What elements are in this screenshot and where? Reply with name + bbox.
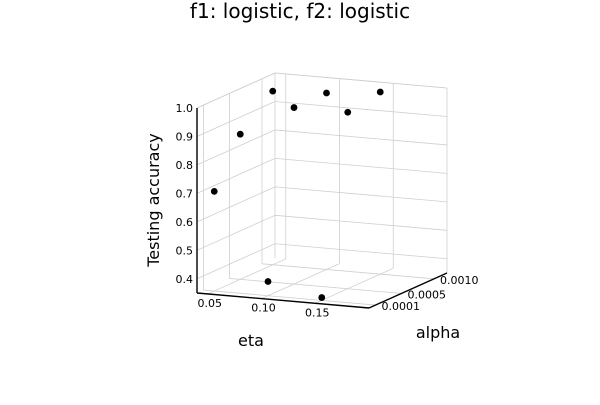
scatter-point [376,88,384,96]
scatter-point [210,188,218,195]
scatter-point [269,87,277,95]
z-tick-label: 0.9 [176,130,194,143]
scatter-point [318,294,326,301]
y-tick-label: 0.0010 [440,274,479,287]
x-tick-label: 0.05 [198,297,223,310]
z-gridline-left [196,186,276,223]
y-gridline-floor [203,289,376,306]
z-tick-label: 1.0 [176,102,194,115]
tick-labels: 0.40.50.60.70.80.91.00.05 0.10 0.15 0.00010… [176,102,479,319]
z-gridline-left [196,158,276,194]
x-gridline-floor [315,267,394,304]
y-gridline-floor [229,278,402,294]
z-gridline-back [274,129,448,146]
scatter-point [236,130,244,138]
z-gridline-left [196,214,276,251]
x-tick-label: 0.15 [305,306,330,319]
scatter-point [264,278,272,285]
y-tick-label: 0.0005 [408,288,447,301]
x-gridline-floor [261,263,340,299]
grid-lines [196,72,448,306]
z-tick-label: 0.5 [176,244,194,257]
x-gridline-floor [207,258,286,295]
z-gridline-left [196,129,276,166]
pane-edge [274,72,448,89]
z-tick-label: 0.6 [176,216,194,229]
z-tick-label: 0.8 [176,159,194,172]
y-gridline-floor [261,263,435,280]
y-tick-label: 0.0001 [382,300,421,313]
z-gridline-left [196,101,276,137]
z-tick-label: 0.7 [176,187,194,200]
z-gridline-back [274,186,448,203]
x-axis-line [196,292,370,309]
scatter-point [323,89,330,97]
scatter-markers [210,87,384,301]
z-tick-label: 0.4 [176,273,194,286]
z-gridline-back [274,214,448,231]
y-axis-line [368,272,448,309]
z-gridline-back [274,157,448,174]
chart-title: f1: logistic, f2: logistic [190,0,410,23]
z-gridline-back [274,101,448,117]
axis-lines [196,108,448,309]
z-axis-label: Testing accuracy [144,133,163,268]
x-tick-label: 0.10 [251,302,276,315]
scatter-point [290,104,298,111]
pane-edge [196,72,276,109]
y-axis-label: alpha [416,323,460,342]
z-gridline-back [274,243,448,260]
x-axis-label: eta [238,331,264,350]
scatter-point [344,108,352,116]
z-gridline-left [196,243,276,280]
